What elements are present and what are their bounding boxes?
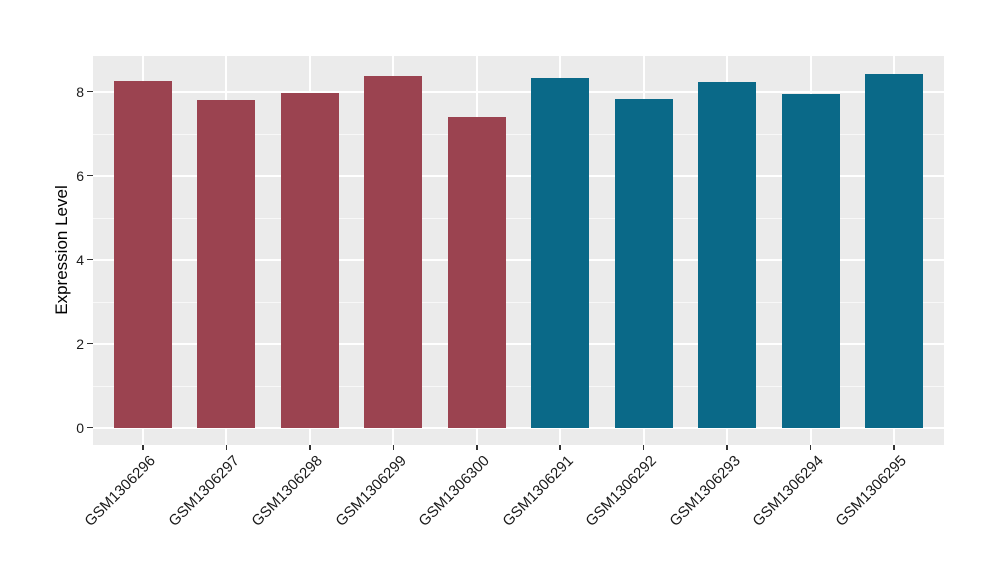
y-tick-label-2: 2 xyxy=(76,335,84,352)
x-tick-GSM1306297 xyxy=(225,445,228,450)
bar-GSM1306292 xyxy=(614,99,673,428)
y-tick-2 xyxy=(87,342,93,345)
x-tick-GSM1306299 xyxy=(392,445,395,450)
x-axis-label-GSM1306299: GSM1306299 xyxy=(332,452,410,530)
gridline-major-y-2 xyxy=(93,342,944,345)
bar-GSM1306299 xyxy=(364,75,423,428)
x-tick-GSM1306292 xyxy=(642,445,645,450)
gridline-major-y-0 xyxy=(93,426,944,429)
x-tick-GSM1306296 xyxy=(142,445,144,450)
x-tick-GSM1306298 xyxy=(309,445,311,450)
bar-GSM1306291 xyxy=(531,78,590,428)
x-tick-GSM1306300 xyxy=(476,445,478,450)
y-tick-4 xyxy=(87,258,93,261)
gridline-minor-y-1 xyxy=(93,385,944,387)
y-axis-title: Expression Level xyxy=(52,185,71,315)
x-tick-GSM1306294 xyxy=(809,445,812,450)
x-axis-label-GSM1306294: GSM1306294 xyxy=(749,452,827,530)
x-axis-label-GSM1306300: GSM1306300 xyxy=(415,452,494,530)
x-tick-GSM1306291 xyxy=(559,445,561,450)
x-axis-label-GSM1306291: GSM1306291 xyxy=(499,452,577,530)
bar-GSM1306298 xyxy=(280,92,339,428)
plot-panel xyxy=(93,56,944,445)
bar-GSM1306293 xyxy=(698,82,757,428)
bar-GSM1306294 xyxy=(781,94,840,428)
gridline-major-y-6 xyxy=(93,174,944,177)
y-tick-6 xyxy=(87,174,93,177)
bar-GSM1306296 xyxy=(114,81,173,428)
y-tick-label-4: 4 xyxy=(76,251,84,268)
y-tick-8 xyxy=(87,90,93,93)
y-tick-label-0: 0 xyxy=(76,419,84,436)
y-tick-label-8: 8 xyxy=(76,83,84,100)
x-tick-GSM1306293 xyxy=(726,445,728,450)
x-tick-GSM1306295 xyxy=(893,445,895,450)
x-axis-label-GSM1306298: GSM1306298 xyxy=(248,452,327,530)
gridline-major-y-4 xyxy=(93,258,944,261)
bar-GSM1306300 xyxy=(447,117,506,428)
gridline-minor-y-5 xyxy=(93,217,944,219)
y-tick-0 xyxy=(87,426,93,429)
x-axis-label-GSM1306293: GSM1306293 xyxy=(665,452,744,530)
x-axis-label-GSM1306295: GSM1306295 xyxy=(832,452,911,530)
x-axis-label-GSM1306292: GSM1306292 xyxy=(582,452,660,530)
x-axis-label-GSM1306296: GSM1306296 xyxy=(81,452,160,530)
gridline-minor-y-7 xyxy=(93,133,944,135)
gridline-major-y-8 xyxy=(93,90,944,93)
bar-GSM1306297 xyxy=(197,99,256,428)
bar-GSM1306295 xyxy=(864,73,923,428)
gridline-minor-y-3 xyxy=(93,301,944,303)
y-tick-label-6: 6 xyxy=(76,167,84,184)
x-axis-label-GSM1306297: GSM1306297 xyxy=(165,452,243,530)
